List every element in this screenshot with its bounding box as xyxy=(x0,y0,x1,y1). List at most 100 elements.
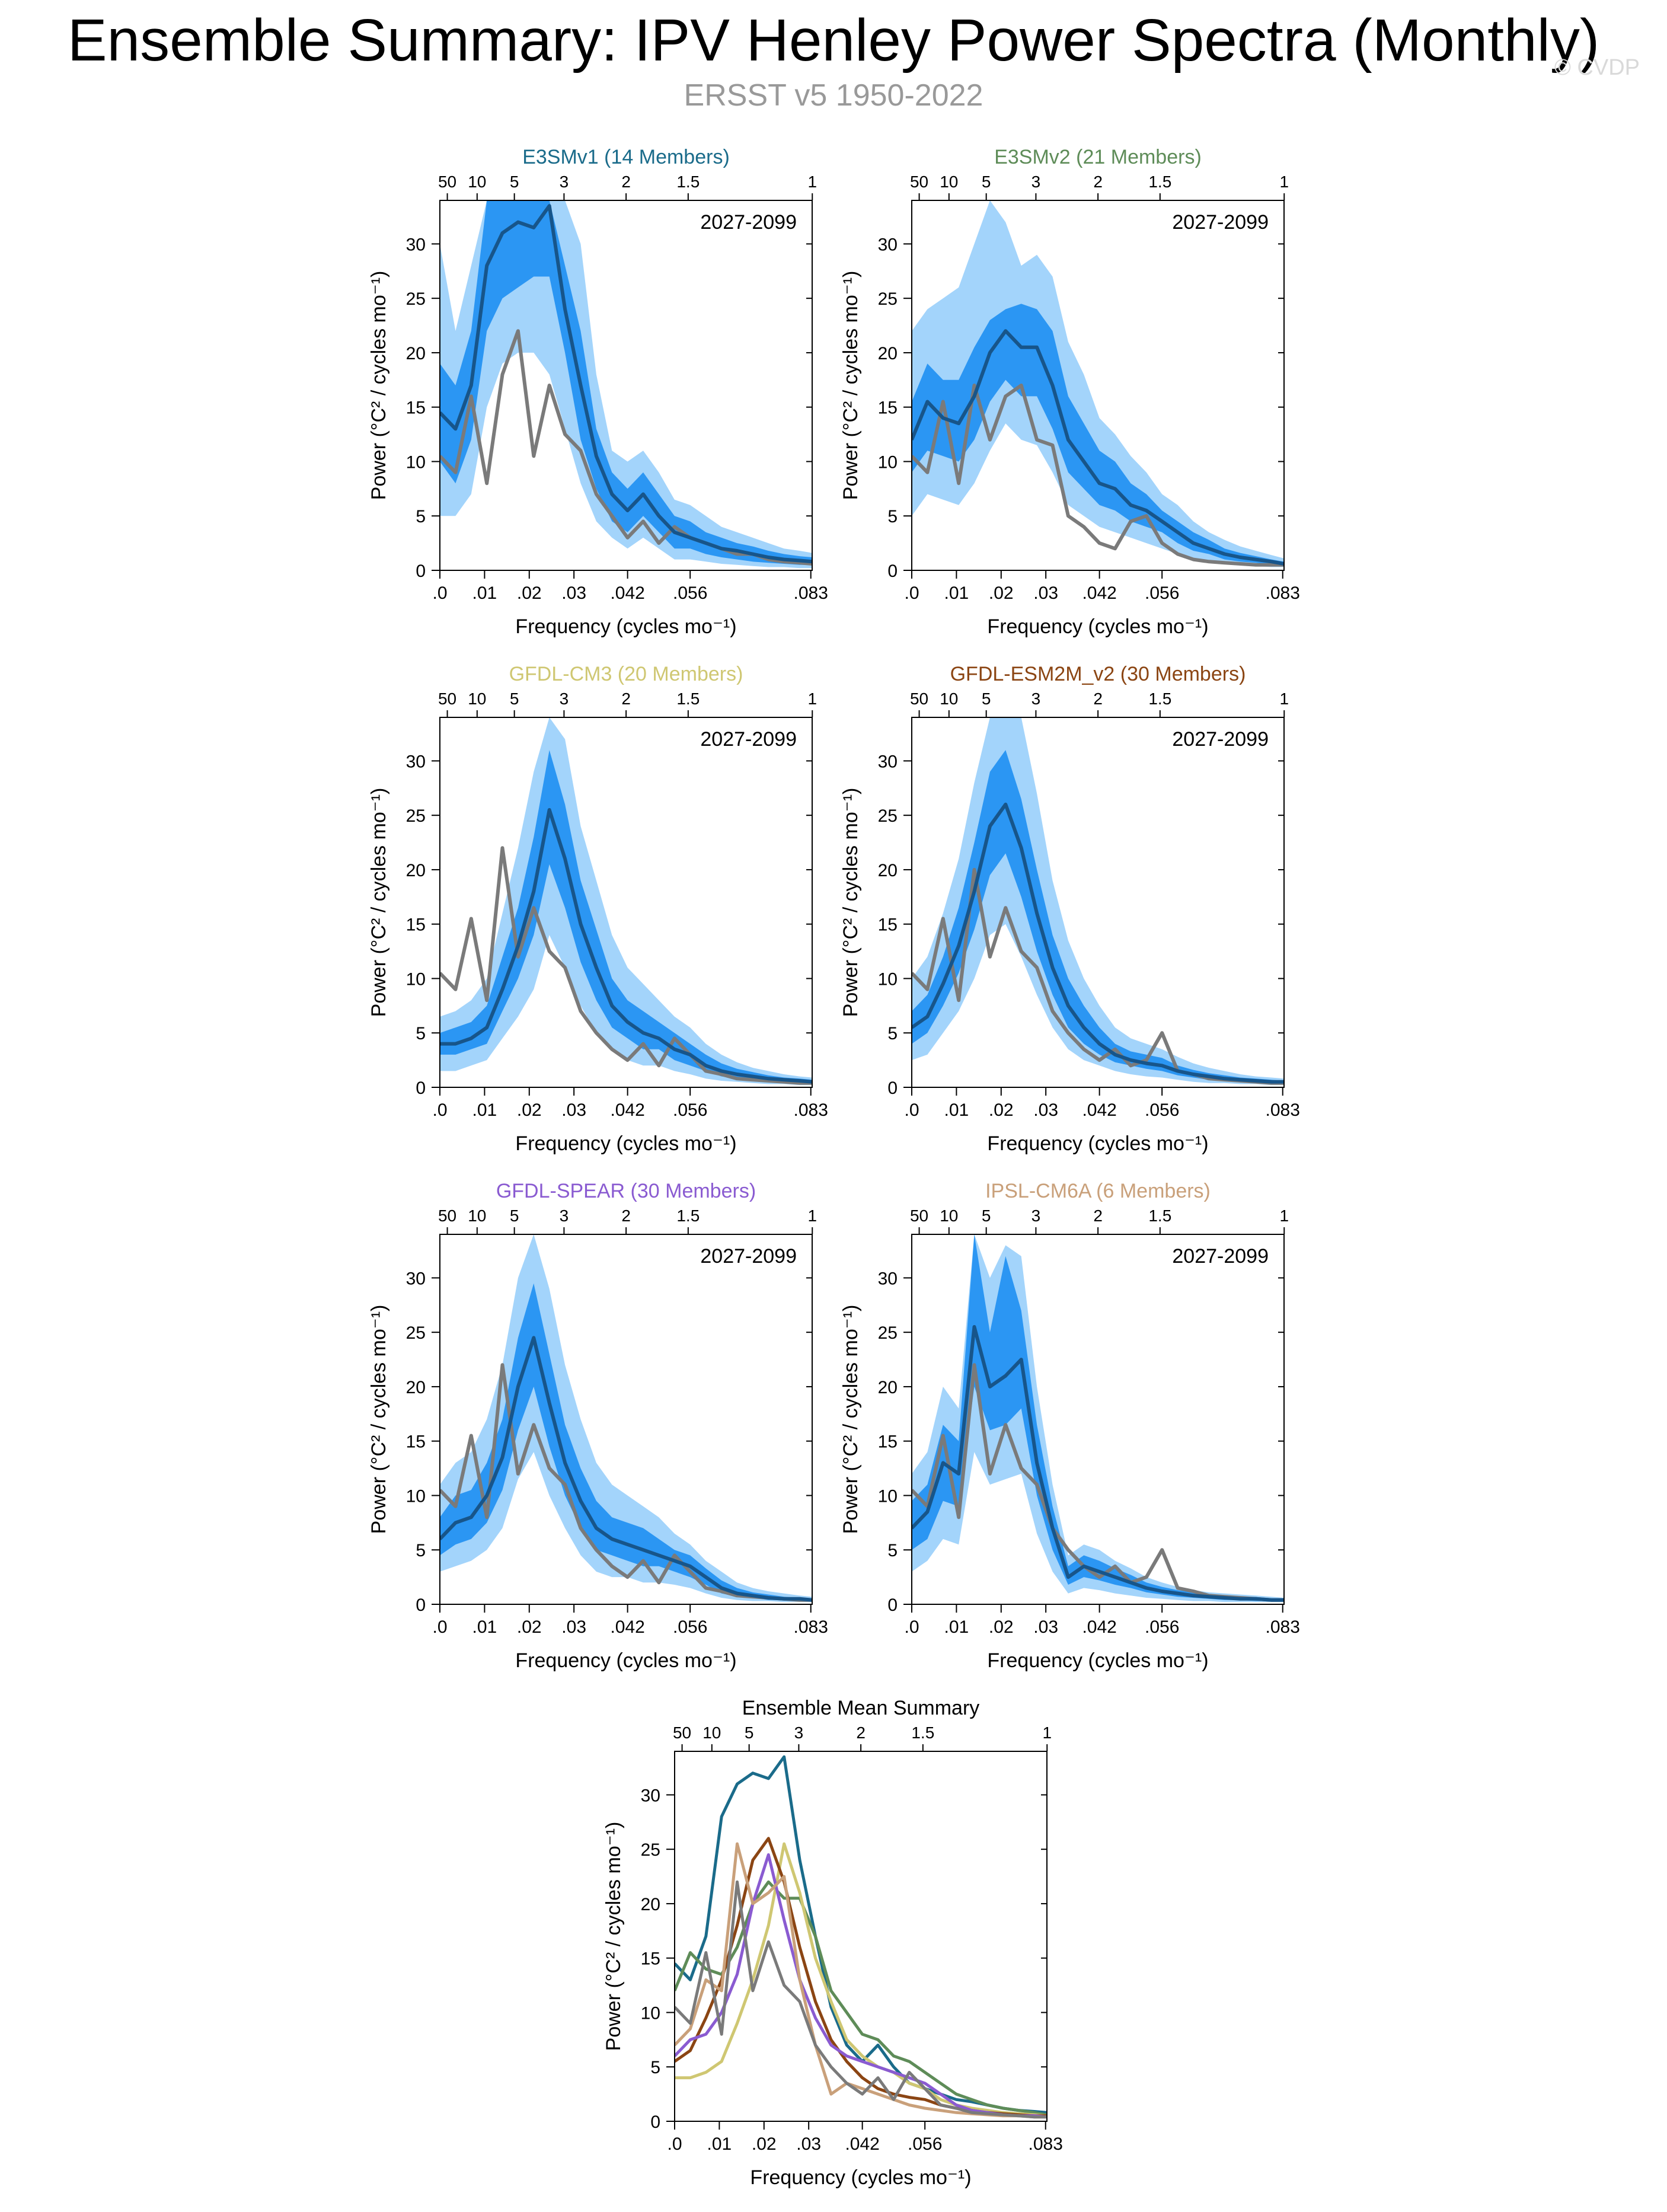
panel-4: 0 5 10 15 20 25 30 .0 .01 .02 .03 .042 .056 .083 50 10 5… xyxy=(839,663,1300,1155)
x-tick-label: .02 xyxy=(517,1100,542,1120)
y-tick-label: 25 xyxy=(878,289,898,309)
iqr-band xyxy=(912,304,1284,566)
top-tick-label: 3 xyxy=(1032,690,1041,708)
y-tick-label: 0 xyxy=(416,1595,426,1615)
plot-area xyxy=(440,1234,812,1603)
series-line-gfdl-cm3 xyxy=(675,1842,1047,2118)
y-axis-label: Power (°C² / cycles mo⁻¹) xyxy=(839,271,862,500)
top-tick-label: 3 xyxy=(560,1206,569,1225)
top-tick-label: 3 xyxy=(794,1723,804,1742)
top-tick-label: 1 xyxy=(1279,690,1289,708)
x-tick-label: .042 xyxy=(1082,583,1116,603)
y-tick-label: 20 xyxy=(878,1378,898,1397)
top-tick-label: 3 xyxy=(1032,1206,1041,1225)
iqr-band xyxy=(912,750,1284,1083)
panel-2: 0 5 10 15 20 25 30 .0 .01 .02 .03 .042 .056 .083 50 10 5… xyxy=(839,146,1300,638)
y-tick-label: 15 xyxy=(878,1432,898,1452)
iqr-band xyxy=(440,1283,812,1601)
x-tick-label: .0 xyxy=(667,2134,682,2154)
panel-6: 0 5 10 15 20 25 30 .0 .01 .02 .03 .042 .056 .083 50 10 5… xyxy=(839,1180,1300,1672)
plot-area xyxy=(912,717,1284,1086)
ensemble-mean-line xyxy=(912,329,1284,566)
x-tick-label: .0 xyxy=(904,583,919,603)
y-axis-label: Power (°C² / cycles mo⁻¹) xyxy=(368,1305,390,1534)
period-label: 2027-2099 xyxy=(700,728,797,751)
x-tick-label: .03 xyxy=(1033,1100,1058,1120)
x-axis-label: Frequency (cycles mo⁻¹) xyxy=(515,1132,736,1155)
top-tick-label: 2 xyxy=(1093,690,1103,708)
top-tick-label: 2 xyxy=(621,1206,631,1225)
y-axis-label: Power (°C² / cycles mo⁻¹) xyxy=(368,788,390,1017)
plot-area xyxy=(912,1234,1284,1603)
top-tick-label: 1.5 xyxy=(676,1206,700,1225)
panel-title: E3SMv2 (21 Members) xyxy=(994,146,1202,168)
y-tick-label: 0 xyxy=(650,2112,660,2132)
y-tick-label: 10 xyxy=(878,969,898,989)
x-tick-label: .01 xyxy=(472,583,497,603)
top-tick-label: 1.5 xyxy=(1148,690,1171,708)
y-tick-label: 15 xyxy=(406,915,426,935)
x-tick-label: .042 xyxy=(1082,1100,1116,1120)
top-tick-label: 1 xyxy=(807,1206,817,1225)
x-tick-label: .0 xyxy=(432,1617,447,1637)
x-axis-label: Frequency (cycles mo⁻¹) xyxy=(987,615,1208,638)
top-tick-label: 10 xyxy=(468,690,486,708)
y-tick-label: 20 xyxy=(406,861,426,880)
iqr-band xyxy=(440,200,812,565)
top-tick-label: 50 xyxy=(910,173,928,191)
y-axis-label: Power (°C² / cycles mo⁻¹) xyxy=(602,1822,625,2051)
y-tick-label: 30 xyxy=(878,235,898,254)
y-tick-label: 25 xyxy=(406,289,426,309)
x-tick-label: .056 xyxy=(908,2134,942,2154)
top-tick-label: 1.5 xyxy=(676,690,700,708)
y-tick-label: 30 xyxy=(878,1269,898,1288)
top-tick-label: 5 xyxy=(982,1206,991,1225)
y-tick-label: 20 xyxy=(406,1378,426,1397)
watermark: © CVDP xyxy=(1554,55,1640,80)
ensemble-mean-line xyxy=(440,204,812,564)
iqr-band xyxy=(440,750,812,1083)
x-tick-label: .03 xyxy=(796,2134,821,2154)
x-tick-label: .02 xyxy=(517,1617,542,1637)
y-tick-label: 20 xyxy=(641,1895,660,1914)
y-tick-label: 0 xyxy=(416,561,426,581)
period-label: 2027-2099 xyxy=(1172,1245,1269,1268)
x-tick-label: .01 xyxy=(472,1617,497,1637)
x-tick-label: .083 xyxy=(794,583,828,603)
x-tick-label: .01 xyxy=(944,1100,969,1120)
period-label: 2027-2099 xyxy=(700,1245,797,1268)
x-tick-label: .02 xyxy=(752,2134,777,2154)
x-tick-label: .03 xyxy=(561,1617,586,1637)
ensemble-mean-line xyxy=(912,1325,1284,1602)
top-tick-label: 1.5 xyxy=(676,173,700,191)
y-tick-label: 15 xyxy=(878,398,898,418)
top-tick-label: 10 xyxy=(940,690,958,708)
x-tick-label: .056 xyxy=(673,1100,707,1120)
ensemble-mean-line xyxy=(440,808,812,1084)
panel-title: GFDL-ESM2M_v2 (30 Members) xyxy=(950,663,1246,685)
y-tick-label: 30 xyxy=(641,1786,660,1805)
x-tick-label: .056 xyxy=(673,583,707,603)
top-tick-label: 10 xyxy=(940,1206,958,1225)
minmax-band xyxy=(440,717,812,1086)
y-tick-label: 5 xyxy=(416,1024,426,1043)
y-tick-label: 0 xyxy=(887,1078,898,1098)
top-tick-label: 1.5 xyxy=(911,1723,934,1742)
y-tick-label: 10 xyxy=(406,1486,426,1506)
y-tick-label: 30 xyxy=(406,752,426,771)
x-tick-label: .083 xyxy=(794,1100,828,1120)
panel-7: 0 5 10 15 20 25 30 .0 .01 .02 .03 .042 .056 .083 50 10 5… xyxy=(602,1697,1063,2189)
x-tick-label: .042 xyxy=(1082,1617,1116,1637)
y-tick-label: 20 xyxy=(878,344,898,363)
y-tick-label: 20 xyxy=(878,861,898,880)
y-tick-label: 10 xyxy=(406,452,426,472)
panel-title: GFDL-SPEAR (30 Members) xyxy=(496,1180,756,1202)
y-tick-label: 0 xyxy=(887,561,898,581)
y-tick-label: 15 xyxy=(406,398,426,418)
y-tick-label: 30 xyxy=(406,235,426,254)
x-tick-label: .042 xyxy=(610,1617,644,1637)
top-tick-label: 1 xyxy=(807,690,817,708)
x-tick-label: .0 xyxy=(432,583,447,603)
y-tick-label: 15 xyxy=(641,1949,660,1969)
